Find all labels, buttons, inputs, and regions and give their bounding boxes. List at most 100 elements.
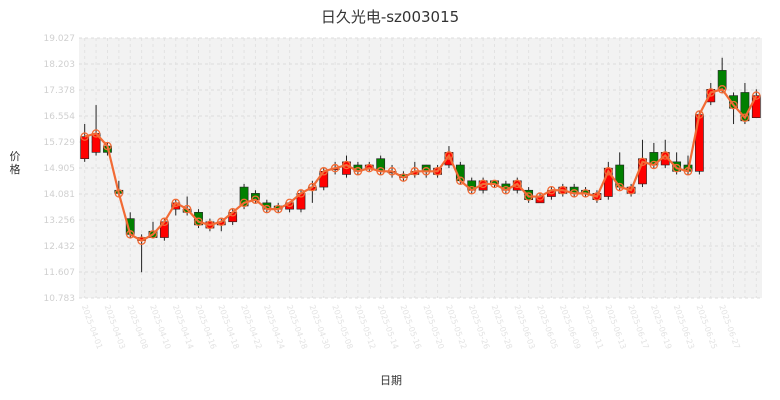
close-point [342, 160, 351, 170]
close-point [581, 189, 590, 198]
close-point [672, 163, 681, 173]
x-tick-label: 2025-04-24 [262, 304, 286, 351]
close-point [638, 157, 647, 167]
x-tick-label: 2025-04-01 [80, 304, 104, 351]
y-tick-label: 17.378 [44, 86, 76, 96]
x-tick-label: 2025-04-18 [216, 304, 240, 351]
x-tick-label: 2025-06-27 [717, 304, 741, 351]
close-point [296, 189, 306, 198]
x-tick-label: 2025-05-12 [353, 304, 377, 351]
chart-title: 日久光电-sz003015 [320, 8, 460, 26]
close-point [752, 91, 761, 100]
x-tick-label: 2025-04-16 [194, 304, 218, 351]
close-point [649, 160, 659, 170]
x-tick-label: 2025-05-16 [399, 304, 423, 351]
y-axis-ticks: 10.783 11.607 12.432 13.256 14.081 14.905 15.7… [44, 34, 76, 304]
x-axis-ticks: 2025-04-012025-04-032025-04-082025-04-10… [80, 304, 742, 351]
close-point [114, 189, 124, 198]
y-tick-label: 14.081 [44, 190, 76, 200]
close-point [421, 167, 431, 176]
close-point [683, 167, 693, 176]
x-tick-label: 2025-04-22 [239, 304, 263, 351]
close-point [194, 217, 203, 227]
candle-body [694, 114, 704, 172]
grid [79, 37, 762, 299]
close-point [501, 185, 511, 195]
x-tick-label: 2025-05-08 [330, 304, 354, 351]
close-point [433, 167, 442, 176]
y-tick-label: 11.607 [44, 268, 76, 278]
close-line-path [84, 88, 758, 242]
x-tick-label: 2025-06-17 [626, 304, 650, 351]
y-tick-label: 18.203 [44, 60, 76, 70]
close-point [125, 230, 135, 239]
close-point [558, 185, 568, 195]
close-point [273, 204, 283, 214]
x-tick-label: 2025-04-30 [307, 304, 331, 351]
y-tick-label: 14.905 [44, 164, 76, 174]
close-point [251, 195, 260, 204]
y-tick-label: 19.027 [44, 34, 76, 44]
close-point [330, 163, 340, 173]
close-point [353, 167, 363, 176]
y-tick-label: 16.554 [44, 112, 76, 122]
x-tick-label: 2025-06-25 [695, 304, 719, 351]
close-line [80, 85, 761, 245]
close-point [148, 230, 158, 239]
x-tick-label: 2025-06-19 [649, 304, 673, 351]
close-point [660, 151, 670, 160]
close-point [615, 182, 624, 192]
x-tick-label: 2025-05-28 [490, 304, 514, 351]
close-point [535, 192, 545, 201]
close-point [456, 176, 465, 186]
close-point [285, 198, 294, 208]
close-point [103, 141, 112, 151]
close-point [262, 204, 272, 214]
x-tick-label: 2025-05-26 [467, 304, 491, 351]
x-tick-label: 2025-06-23 [672, 304, 696, 351]
x-axis-label: 日期 [380, 374, 402, 387]
x-tick-label: 2025-06-05 [535, 304, 559, 351]
close-point [308, 182, 317, 192]
close-point [160, 217, 169, 227]
y-tick-label: 10.783 [44, 294, 76, 304]
close-point [239, 198, 249, 208]
x-tick-label: 2025-05-14 [376, 304, 400, 351]
close-point [444, 151, 454, 160]
close-point [137, 236, 146, 245]
close-point [490, 179, 499, 189]
x-tick-label: 2025-04-28 [285, 304, 309, 351]
close-point [376, 167, 385, 176]
x-tick-label: 2025-06-03 [512, 304, 536, 351]
x-tick-label: 2025-05-20 [421, 304, 445, 351]
close-point [171, 198, 181, 208]
close-point [467, 185, 476, 195]
close-point [717, 85, 727, 94]
close-point [695, 110, 704, 119]
plot-area [79, 38, 762, 298]
close-point [729, 100, 738, 110]
y-axis-label: 价格 [9, 150, 21, 176]
close-point [604, 167, 613, 176]
x-tick-label: 2025-04-10 [148, 304, 172, 351]
x-tick-label: 2025-06-11 [581, 304, 605, 351]
x-tick-label: 2025-05-22 [444, 304, 468, 351]
close-point [513, 179, 522, 189]
y-tick-label: 12.432 [44, 242, 76, 252]
close-point [547, 185, 556, 195]
close-point [410, 167, 420, 176]
close-point [524, 192, 533, 201]
x-tick-label: 2025-04-14 [171, 304, 195, 351]
close-point [569, 189, 579, 198]
close-point [592, 192, 602, 201]
close-point [80, 132, 89, 141]
close-point [217, 217, 226, 227]
close-point [740, 113, 750, 122]
close-point [205, 220, 215, 230]
x-tick-label: 2025-06-09 [558, 304, 582, 351]
close-point [365, 163, 374, 173]
close-point [319, 167, 328, 176]
y-tick-label: 15.729 [44, 138, 76, 148]
close-point [228, 208, 237, 217]
